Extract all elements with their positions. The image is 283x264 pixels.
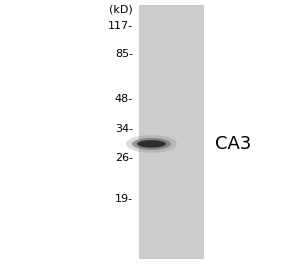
Bar bbox=[139, 5, 204, 259]
Text: 117-: 117- bbox=[108, 21, 133, 31]
Ellipse shape bbox=[132, 138, 171, 150]
Text: 48-: 48- bbox=[115, 94, 133, 104]
Text: 34-: 34- bbox=[115, 124, 133, 134]
Text: (kD): (kD) bbox=[109, 4, 133, 14]
Text: CA3: CA3 bbox=[215, 135, 252, 153]
Ellipse shape bbox=[126, 135, 177, 153]
Text: 26-: 26- bbox=[115, 153, 133, 163]
Ellipse shape bbox=[137, 140, 166, 148]
Text: 85-: 85- bbox=[115, 49, 133, 59]
Text: 19-: 19- bbox=[115, 194, 133, 204]
